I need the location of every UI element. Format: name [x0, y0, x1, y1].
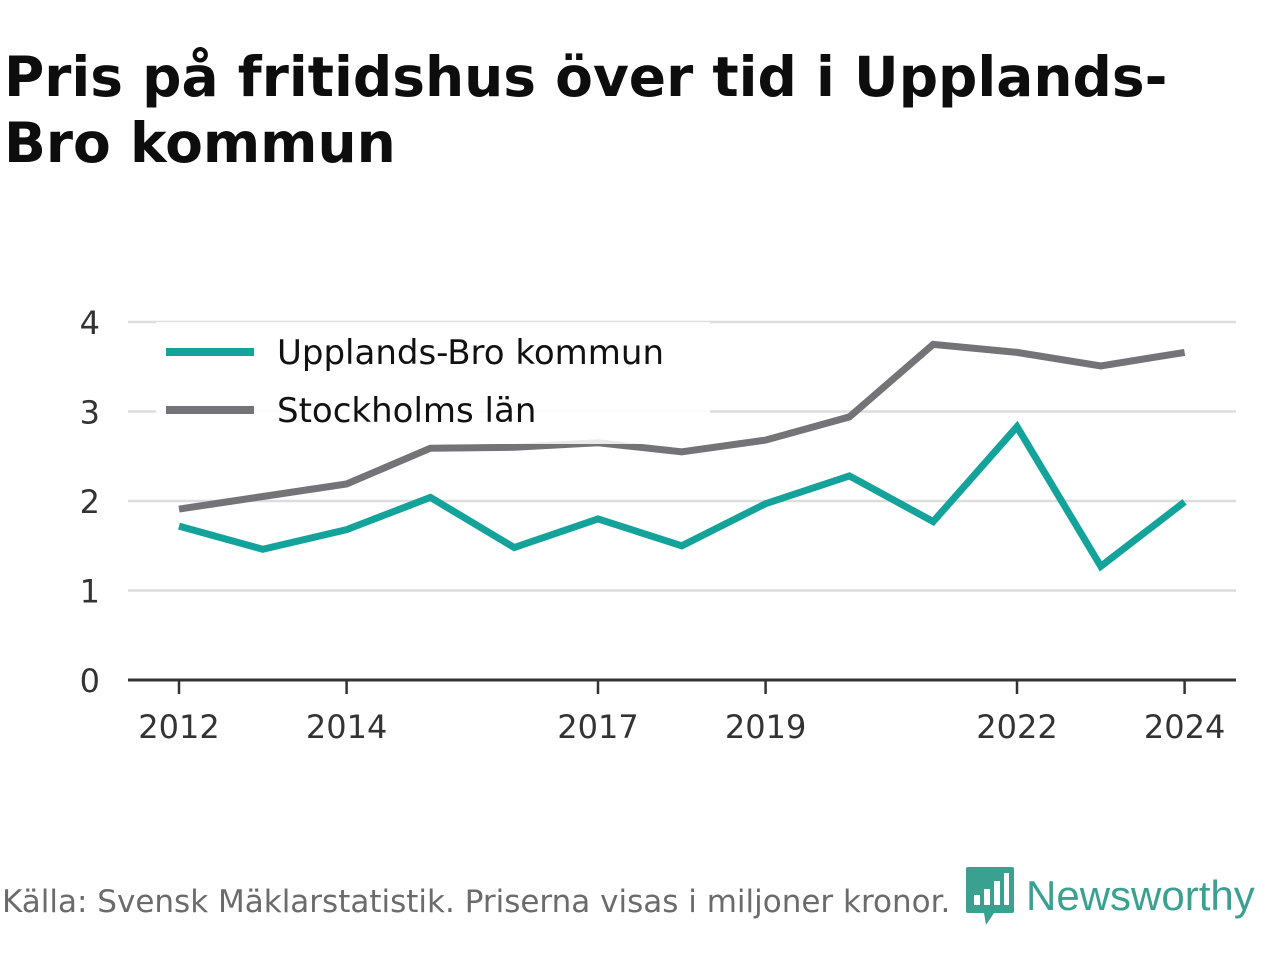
legend-label: Stockholms län — [277, 391, 536, 431]
logo-text: Newsworthy — [1026, 872, 1255, 919]
axes: 0 1 2 3 4 2012 2014 2017 2019 2022 2024 — [80, 304, 1236, 746]
x-tick-label: 2012 — [138, 708, 219, 746]
series-line-stockholms-län — [178, 340, 1186, 513]
legend: Upplands-Bro kommun Stockholms län — [156, 322, 710, 444]
x-tick-label: 2022 — [976, 708, 1057, 746]
newsworthy-logo-icon — [966, 867, 1014, 925]
x-tick-label: 2024 — [1144, 708, 1225, 746]
legend-background — [156, 322, 710, 444]
x-tick-label: 2019 — [725, 708, 806, 746]
legend-label: Upplands-Bro kommun — [277, 333, 664, 373]
x-tick-label: 2017 — [557, 708, 638, 746]
series-line-upplands-bro-kommun — [178, 420, 1187, 572]
chart-title: Pris på fritidshus över tid i Upplands-B… — [4, 45, 1168, 175]
series-lines — [178, 340, 1187, 572]
newsworthy-logo[interactable]: Newsworthy — [964, 864, 1255, 928]
source-note: Källa: Svensk Mäklarstatistik. Priserna … — [2, 884, 951, 920]
y-tick-label: 0 — [80, 662, 100, 700]
y-tick-label: 4 — [80, 304, 100, 342]
y-tick-label: 3 — [80, 394, 100, 432]
y-tick-label: 1 — [80, 573, 100, 611]
x-tick-label: 2014 — [306, 708, 387, 746]
y-tick-label: 2 — [80, 483, 100, 521]
